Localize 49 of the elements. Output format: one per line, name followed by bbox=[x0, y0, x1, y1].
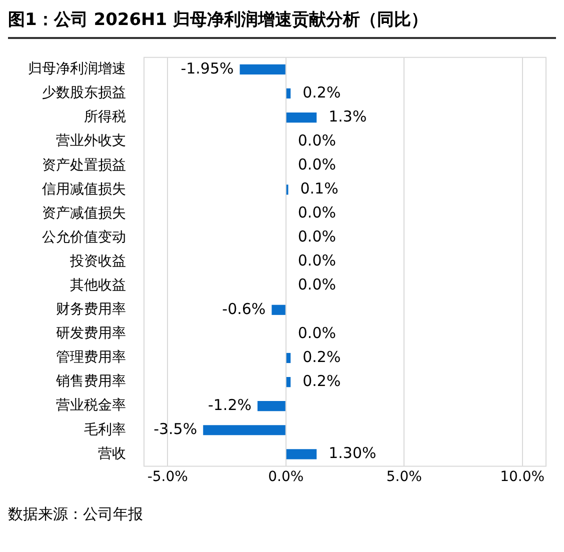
y-tick-label: 公允价值变动 bbox=[42, 229, 126, 246]
x-tick-label: 0.0% bbox=[268, 469, 304, 486]
bar bbox=[286, 88, 291, 99]
data-label: 0.0% bbox=[298, 252, 336, 270]
y-tick-label: 其他收益 bbox=[70, 277, 126, 294]
y-tick-label: 少数股东损益 bbox=[42, 85, 126, 102]
bar bbox=[258, 401, 286, 412]
bar bbox=[272, 304, 286, 315]
data-label: 0.1% bbox=[300, 180, 338, 198]
data-label: 0.2% bbox=[302, 348, 341, 366]
x-tick-label: -5.0% bbox=[147, 469, 188, 486]
data-label: 1.3% bbox=[328, 107, 367, 126]
y-tick-label: 营收 bbox=[98, 446, 126, 462]
y-tick-label: 营业税金率 bbox=[56, 398, 126, 414]
data-label: -1.2% bbox=[208, 396, 252, 414]
bar bbox=[203, 425, 286, 436]
x-tick-label: 10.0% bbox=[500, 469, 545, 486]
y-tick-label: 信用减值损失 bbox=[42, 181, 126, 198]
y-tick-label: 财务费用率 bbox=[56, 302, 126, 318]
y-tick-label: 投资收益 bbox=[69, 253, 126, 270]
data-label: 1.30% bbox=[328, 444, 376, 462]
source-note: 数据来源：公司年报 bbox=[8, 505, 144, 524]
chart-title: 图1：公司 2026H1 归母净利润增速贡献分析（同比） bbox=[8, 8, 556, 39]
data-label: 0.0% bbox=[298, 228, 336, 246]
y-tick-label: 归母净利润增速 bbox=[28, 61, 126, 78]
bar bbox=[286, 352, 291, 364]
x-tick-label: 5.0% bbox=[386, 469, 422, 486]
data-label: 0.0% bbox=[298, 204, 336, 222]
data-label: -0.6% bbox=[222, 300, 266, 318]
y-tick-label: 管理费用率 bbox=[56, 350, 126, 366]
data-label: -3.5% bbox=[154, 420, 198, 438]
data-label: 0.0% bbox=[298, 324, 336, 342]
data-label: 0.0% bbox=[298, 156, 336, 174]
y-tick-label: 资产减值损失 bbox=[42, 205, 126, 222]
bar bbox=[286, 376, 291, 388]
data-label: 0.0% bbox=[298, 131, 336, 150]
data-label: 0.0% bbox=[298, 276, 336, 294]
data-label: 0.2% bbox=[302, 372, 341, 390]
bar bbox=[240, 64, 286, 74]
y-tick-label: 营业外收支 bbox=[56, 133, 126, 150]
bar bbox=[286, 449, 317, 460]
data-label: 0.2% bbox=[302, 83, 341, 102]
bar bbox=[286, 112, 317, 123]
y-tick-label: 研发费用率 bbox=[56, 326, 126, 342]
data-label: -1.95% bbox=[180, 59, 234, 78]
y-tick-label: 毛利率 bbox=[84, 422, 126, 438]
y-tick-label: 所得税 bbox=[84, 109, 126, 126]
y-tick-label: 资产处置损益 bbox=[42, 157, 126, 174]
y-tick-label: 销售费用率 bbox=[55, 374, 126, 390]
